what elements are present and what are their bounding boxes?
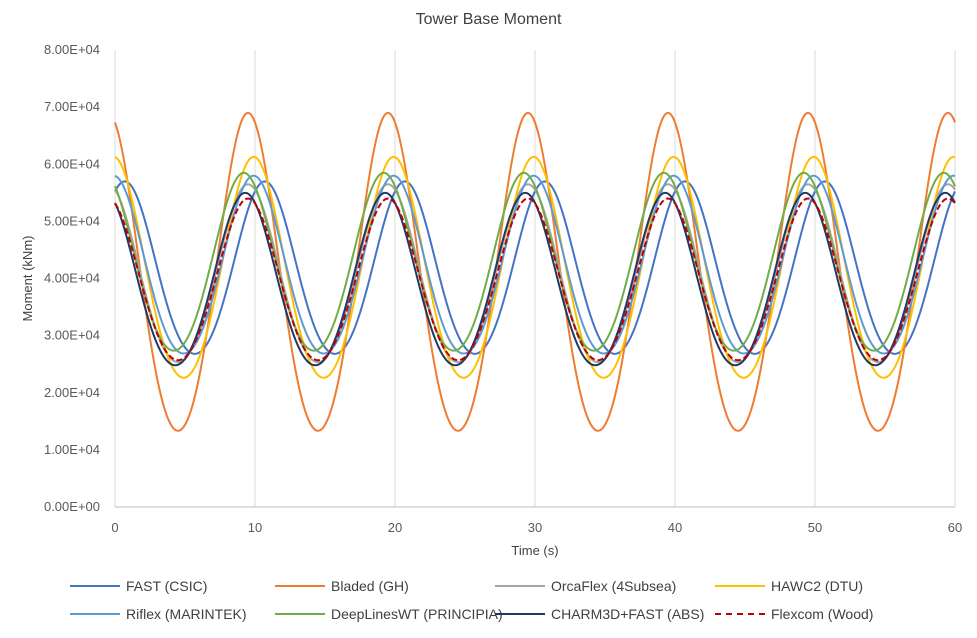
legend-item: CHARM3D+FAST (ABS) <box>495 606 704 622</box>
y-tick-label: 5.00E+04 <box>44 213 100 228</box>
legend-item: OrcaFlex (4Subsea) <box>495 578 676 594</box>
legend-swatch <box>275 585 325 587</box>
chart-title: Tower Base Moment <box>415 11 562 28</box>
legend-swatch <box>715 585 765 587</box>
x-tick-label: 60 <box>948 520 962 535</box>
legend-swatch <box>70 613 120 615</box>
legend-item: Flexcom (Wood) <box>715 606 873 622</box>
x-tick-label: 10 <box>248 520 262 535</box>
series-line-2 <box>114 183 956 364</box>
legend-item: Riflex (MARINTEK) <box>70 606 247 622</box>
x-tick-label: 30 <box>528 520 542 535</box>
legend-swatch <box>495 613 545 615</box>
legend-swatch <box>70 585 120 587</box>
legend-label: HAWC2 (DTU) <box>771 578 864 594</box>
series-line-7 <box>114 197 956 362</box>
x-tick-label: 50 <box>808 520 822 535</box>
y-tick-label: 1.00E+04 <box>44 442 100 457</box>
series-line-5 <box>114 171 956 352</box>
x-tick-label: 20 <box>388 520 402 535</box>
legend-item: FAST (CSIC) <box>70 578 207 594</box>
legend-swatch <box>275 613 325 615</box>
legend-item: HAWC2 (DTU) <box>715 578 863 594</box>
y-tick-label: 4.00E+04 <box>44 271 100 286</box>
legend-label: Riflex (MARINTEK) <box>126 606 247 622</box>
legend-label: OrcaFlex (4Subsea) <box>551 578 677 594</box>
legend-label: CHARM3D+FAST (ABS) <box>551 606 705 622</box>
legend-swatch <box>495 585 545 587</box>
legend-label: Flexcom (Wood) <box>771 606 874 622</box>
y-tick-label: 2.00E+04 <box>44 385 100 400</box>
legend-item: Bladed (GH) <box>275 578 409 594</box>
legend-label: FAST (CSIC) <box>126 578 208 594</box>
legend-label: Bladed (GH) <box>331 578 409 594</box>
series-line-3 <box>114 155 956 379</box>
legend-item: DeepLinesWT (PRINCIPIA) <box>275 606 503 622</box>
x-tick-label: 0 <box>111 520 118 535</box>
legend-swatch <box>715 613 765 615</box>
y-tick-label: 3.00E+04 <box>44 328 100 343</box>
y-tick-label: 0.00E+00 <box>44 499 100 514</box>
series-line-1 <box>114 111 956 432</box>
y-axis-title: Moment (kNm) <box>20 236 35 322</box>
y-tick-label: 6.00E+04 <box>44 156 100 171</box>
x-tick-label: 40 <box>668 520 682 535</box>
legend-label: DeepLinesWT (PRINCIPIA) <box>331 606 503 622</box>
y-tick-label: 7.00E+04 <box>44 99 100 114</box>
series-line-4 <box>114 174 956 355</box>
y-tick-label: 8.00E+04 <box>44 42 100 57</box>
x-axis-title: Time (s) <box>511 543 558 558</box>
